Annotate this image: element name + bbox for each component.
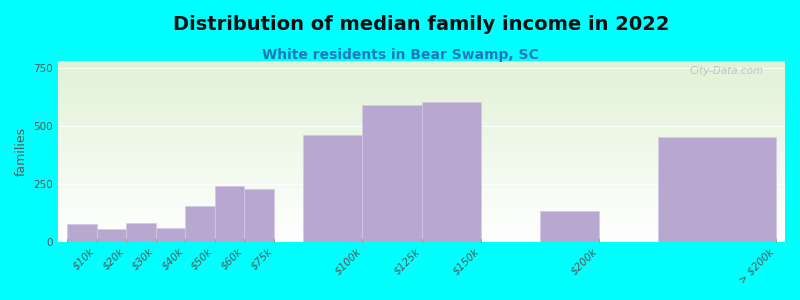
Bar [126, 223, 156, 242]
Bar [156, 228, 186, 242]
Bar [67, 224, 97, 242]
Bar [303, 135, 362, 242]
Bar [658, 137, 776, 242]
Bar [540, 212, 599, 242]
Y-axis label: families: families [15, 127, 28, 176]
Bar [362, 105, 422, 242]
Text: City-Data.com: City-Data.com [689, 66, 763, 76]
Bar [97, 229, 126, 242]
Bar [422, 102, 481, 242]
Title: Distribution of median family income in 2022: Distribution of median family income in … [174, 15, 670, 34]
Bar [244, 189, 274, 242]
Bar [214, 186, 244, 242]
Text: White residents in Bear Swamp, SC: White residents in Bear Swamp, SC [262, 48, 538, 62]
Bar [186, 206, 214, 242]
